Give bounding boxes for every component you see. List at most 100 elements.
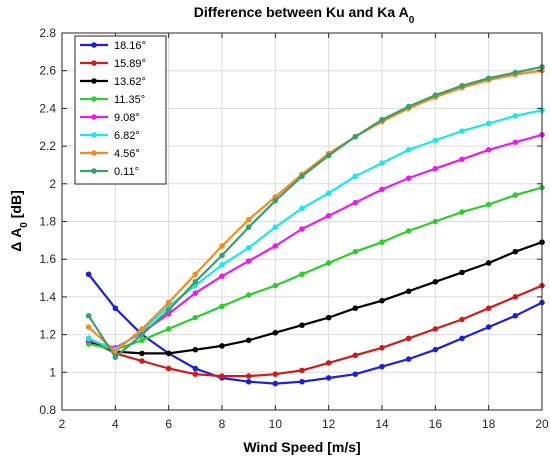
data-point (299, 367, 305, 374)
data-point (299, 173, 305, 180)
y-tick-label: 2.2 (39, 139, 56, 153)
data-point (485, 201, 492, 208)
chart-title: Difference between Ku and Ka A0 (194, 4, 415, 26)
legend-swatch-marker (91, 60, 97, 66)
y-tick-label: 2.8 (39, 26, 56, 40)
data-point (325, 360, 332, 366)
data-point (192, 314, 199, 321)
data-point (85, 324, 92, 330)
data-point (272, 329, 279, 336)
data-point (165, 299, 172, 306)
data-point (352, 173, 359, 180)
data-point (485, 75, 492, 82)
series-line (88, 133, 543, 349)
data-point (192, 290, 199, 296)
grid (62, 33, 542, 410)
x-tick-label: 10 (269, 417, 283, 431)
data-point (325, 152, 332, 159)
data-point (432, 165, 439, 172)
data-point (405, 147, 412, 153)
data-point (85, 335, 92, 342)
series-15.89° (85, 282, 545, 379)
data-point (325, 375, 332, 381)
data-point (192, 279, 199, 285)
data-point (219, 273, 225, 279)
series-line (88, 241, 543, 355)
legend-label: 11.35° (114, 94, 145, 106)
data-point (299, 226, 305, 232)
x-tick-label: 6 (165, 417, 172, 431)
legend-swatch-marker (91, 114, 97, 120)
data-point (272, 380, 279, 387)
data-point (299, 378, 305, 385)
series-line (88, 186, 543, 351)
data-point (485, 147, 492, 153)
y-tick-label: 1.4 (39, 290, 56, 304)
data-point (512, 294, 519, 300)
data-point (352, 133, 359, 140)
x-tick-label: 12 (322, 417, 336, 431)
data-point (139, 358, 145, 364)
data-point (459, 156, 465, 163)
legend-item: 0.11° (80, 166, 139, 178)
data-point (245, 373, 252, 379)
series-line (87, 65, 543, 359)
data-point (245, 258, 252, 264)
data-point (459, 316, 465, 323)
data-point (352, 248, 359, 255)
data-point (379, 239, 385, 246)
axis-ticks: 2 4 6 8 10 12 14 16 18 20 0.8 1 1.2 1.4 1.6 1.8 2 2.2 2.4 2… (39, 26, 549, 431)
data-point (352, 199, 359, 206)
data-point (165, 326, 172, 332)
legend-item: 4.56° (80, 148, 140, 160)
legend-label: 15.89° (114, 58, 146, 70)
data-point (112, 305, 119, 312)
data-point (432, 218, 439, 225)
data-point (299, 205, 305, 212)
data-point (165, 307, 172, 313)
data-point (245, 216, 252, 223)
data-point (299, 322, 305, 328)
legend-item: 15.89° (80, 58, 146, 70)
data-point (272, 197, 279, 204)
legend-item: 13.62° (80, 76, 146, 88)
data-point (379, 160, 385, 166)
data-point (112, 348, 119, 355)
legend-swatch-marker (91, 42, 97, 48)
data-point (405, 335, 412, 342)
data-point (139, 350, 145, 357)
data-point (459, 335, 465, 342)
data-point (245, 224, 252, 230)
data-point (299, 271, 305, 278)
y-axis-title-subscript: 0 (19, 222, 30, 228)
data-point (245, 245, 252, 251)
y-tick-label: 1 (49, 365, 56, 379)
series-line (87, 273, 543, 385)
data-point (405, 228, 412, 234)
series-line (88, 109, 543, 351)
data-point (405, 288, 412, 295)
legend-swatch-marker (91, 168, 97, 174)
data-point (512, 69, 519, 76)
data-point (165, 365, 172, 372)
data-point (245, 378, 252, 385)
legend-swatch-marker (91, 150, 97, 156)
data-point (219, 303, 225, 310)
data-point (512, 139, 519, 146)
data-point (139, 337, 145, 344)
legend-box (74, 35, 167, 185)
data-point (485, 324, 492, 330)
legend-label: 0.11° (114, 166, 139, 178)
x-tick-label: 20 (535, 417, 549, 431)
data-point (379, 344, 385, 351)
data-point (112, 354, 119, 361)
series-layer (85, 64, 545, 387)
legend: 18.16° 15.89° 13.62° 11.35° 9.08° 6.82° 4.56° 0… (74, 35, 167, 185)
data-point (512, 192, 519, 198)
data-point (512, 312, 519, 319)
data-point (432, 279, 439, 285)
data-point (459, 209, 465, 215)
legend-swatch-marker (91, 96, 97, 102)
x-tick-label: 14 (375, 417, 389, 431)
